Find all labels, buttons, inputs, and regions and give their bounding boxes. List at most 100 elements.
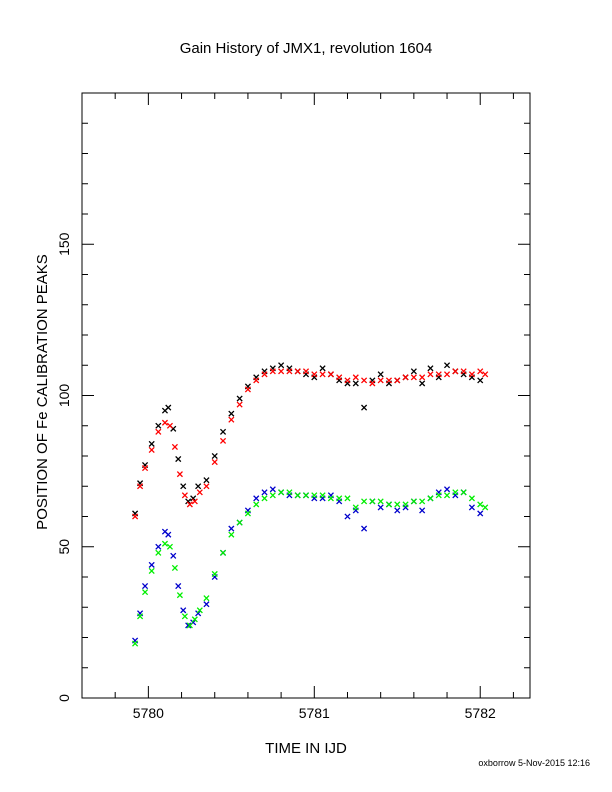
data-point [261, 495, 268, 502]
data-point [377, 504, 384, 511]
data-point [302, 368, 310, 375]
data-point [191, 616, 198, 623]
data-point [141, 465, 149, 472]
data-point [477, 368, 484, 375]
data-point [253, 377, 260, 384]
footer-timestamp: oxborrow 5-Nov-2015 12:16 [478, 758, 590, 768]
data-point [482, 371, 489, 378]
data-point [344, 495, 351, 502]
data-point [377, 498, 384, 505]
y-axis-label: POSITION OF Fe CALIBRATION PEAKS [34, 254, 51, 530]
data-point [195, 610, 202, 617]
data-point [269, 492, 276, 499]
data-point [269, 368, 276, 375]
series-1 [132, 368, 489, 520]
data-point [244, 386, 251, 393]
data-series [132, 362, 489, 647]
data-point [452, 368, 459, 375]
data-point [278, 489, 285, 496]
data-point [286, 489, 293, 496]
data-point [352, 374, 359, 381]
data-point [435, 371, 442, 378]
data-point [427, 371, 434, 378]
data-point [468, 495, 475, 502]
data-point [132, 513, 139, 520]
data-point [137, 483, 144, 490]
data-point [161, 540, 169, 547]
data-point [253, 501, 260, 508]
data-point [468, 504, 475, 511]
data-point [155, 543, 162, 550]
data-point [176, 471, 183, 478]
data-point [468, 371, 475, 378]
data-point [410, 374, 417, 381]
data-point [244, 510, 251, 517]
data-point [211, 570, 218, 578]
data-point [219, 437, 227, 444]
data-point [148, 561, 155, 568]
chart-title: Gain History of JMX1, revolution 1604 [180, 40, 433, 57]
y-tick-label: 150 [56, 232, 72, 256]
data-point [394, 377, 401, 384]
data-point [186, 622, 193, 629]
data-point [219, 428, 227, 435]
data-point [278, 362, 285, 369]
data-point [170, 552, 177, 559]
data-point [319, 492, 326, 499]
data-point [269, 486, 276, 493]
data-point [419, 498, 426, 505]
data-point [452, 489, 459, 496]
data-point [195, 483, 202, 490]
data-point [166, 422, 174, 429]
data-point [185, 622, 192, 629]
data-point [261, 489, 268, 496]
data-point [203, 483, 210, 490]
data-point [278, 368, 285, 375]
x-tick-labels: 5780 5781 5782 [133, 705, 496, 721]
y-tick-label: 100 [56, 384, 72, 408]
data-point [385, 377, 393, 384]
data-point [402, 374, 409, 381]
data-point [148, 440, 155, 447]
data-point [203, 595, 210, 602]
data-point [155, 428, 162, 435]
data-point [155, 422, 162, 429]
data-point [236, 519, 243, 526]
x-tick-label: 5781 [299, 705, 330, 721]
data-point [166, 543, 174, 550]
data-point [165, 404, 172, 411]
data-point [203, 477, 210, 484]
data-point [211, 452, 218, 460]
data-point [460, 368, 467, 375]
data-point [410, 368, 417, 375]
x-axis-label: TIME IN IJD [265, 740, 347, 757]
y-tick-labels: 0 50 100 150 [56, 232, 72, 702]
data-point [336, 374, 343, 381]
data-point [228, 525, 235, 532]
data-point [181, 492, 188, 499]
data-point [186, 501, 193, 508]
data-point [443, 492, 451, 499]
data-point [181, 613, 188, 620]
data-point [165, 531, 172, 538]
data-point [148, 446, 155, 454]
series-2 [132, 486, 484, 644]
data-point [327, 371, 334, 378]
data-point [410, 498, 417, 505]
data-point [477, 510, 484, 517]
data-point [236, 395, 243, 402]
data-point [361, 525, 368, 532]
data-point [180, 607, 187, 614]
data-point [261, 371, 268, 378]
data-point [344, 513, 351, 520]
data-point [344, 377, 351, 384]
data-point [191, 498, 198, 505]
data-point [155, 549, 162, 556]
data-point [171, 564, 178, 571]
data-point [327, 495, 334, 502]
data-point [477, 377, 484, 384]
data-point [361, 404, 368, 411]
data-point [377, 371, 384, 378]
data-point [443, 486, 451, 493]
x-tick-label: 5780 [133, 705, 164, 721]
